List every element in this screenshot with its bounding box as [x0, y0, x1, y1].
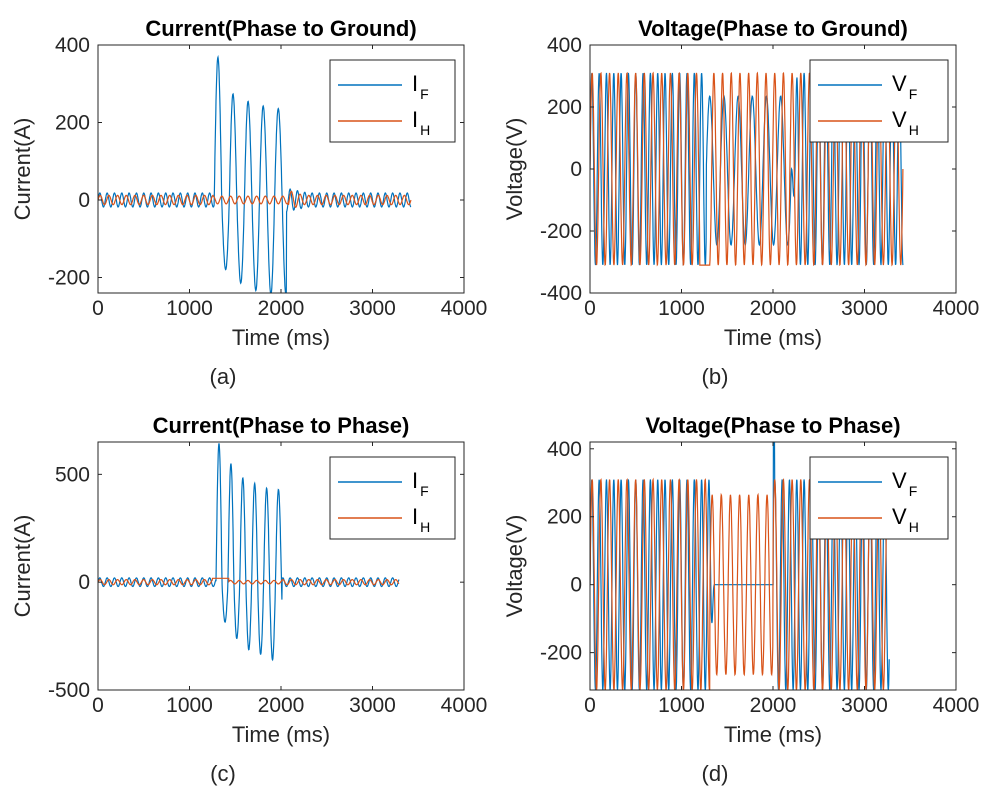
chart-panel-d: 0 1000 2000 3000 4000 -200 0 200 400 Voltage(Phas…	[502, 413, 979, 786]
y-tick-label: -200	[540, 220, 582, 243]
x-tick-label: 2000	[750, 297, 797, 320]
chart-title: Current(Phase to Ground)	[145, 16, 416, 41]
x-tick-label: 4000	[441, 694, 488, 717]
x-tick-label: 4000	[933, 694, 980, 717]
x-tick-label: 3000	[349, 297, 396, 320]
y-axis-label: Current(A)	[10, 118, 35, 221]
y-tick-label: 200	[547, 96, 582, 119]
x-tick-label: 1000	[658, 694, 705, 717]
x-tick-label: 3000	[349, 694, 396, 717]
panel-caption-a: (a)	[210, 364, 237, 389]
y-tick-label: 500	[55, 463, 90, 486]
x-tick-label: 0	[92, 297, 104, 320]
legend: V FV H	[809, 456, 949, 540]
y-axis-label: Voltage(V)	[502, 118, 527, 221]
series-line-if	[98, 443, 400, 662]
y-tick-label: 0	[78, 189, 90, 212]
y-tick-label: 400	[547, 438, 582, 461]
y-tick-label: -200	[540, 642, 582, 665]
x-tick-label: 3000	[841, 297, 888, 320]
y-tick-label: -500	[48, 679, 90, 702]
chart-title: Current(Phase to Phase)	[153, 413, 410, 438]
y-tick-label: 0	[78, 571, 90, 594]
chart-title: Voltage(Phase to Phase)	[645, 413, 900, 438]
x-axis-label: Time (ms)	[232, 722, 330, 747]
legend-box	[329, 59, 456, 143]
x-tick-label: 4000	[933, 297, 980, 320]
x-axis-label: Time (ms)	[724, 722, 822, 747]
series-line-vh	[590, 477, 890, 690]
x-tick-label: 1000	[658, 297, 705, 320]
x-tick-label: 0	[584, 694, 596, 717]
series-line-ih	[98, 190, 412, 208]
series-line-ih	[98, 577, 400, 586]
x-tick-label: 2000	[750, 694, 797, 717]
y-tick-label: -400	[540, 282, 582, 305]
x-tick-label: 4000	[441, 297, 488, 320]
legend-box	[329, 456, 456, 540]
chart-title: Voltage(Phase to Ground)	[638, 16, 908, 41]
series-line-vf	[590, 72, 904, 266]
legend-box	[809, 456, 949, 540]
y-tick-label: -200	[48, 267, 90, 290]
x-axis-label: Time (ms)	[724, 325, 822, 350]
y-tick-label: 400	[55, 34, 90, 57]
series-line-if	[98, 54, 412, 293]
y-tick-label: 200	[547, 506, 582, 529]
y-tick-label: 200	[55, 112, 90, 135]
x-tick-label: 1000	[166, 297, 213, 320]
y-tick-label: 400	[547, 34, 582, 57]
x-tick-label: 0	[92, 694, 104, 717]
x-tick-label: 3000	[841, 694, 888, 717]
legend-box	[809, 59, 949, 143]
chart-panel-b: 0 1000 2000 3000 4000 -400 -200 0 200 400 Voltage(…	[502, 16, 979, 389]
series-line-vh	[590, 71, 904, 267]
panel-caption-d: (d)	[702, 761, 729, 786]
y-tick-label: 0	[570, 574, 582, 597]
x-tick-label: 2000	[258, 297, 305, 320]
x-tick-label: 0	[584, 297, 596, 320]
x-axis-label: Time (ms)	[232, 325, 330, 350]
legend: V FV H	[809, 59, 949, 143]
panel-caption-c: (c)	[210, 761, 236, 786]
y-tick-label: 0	[570, 158, 582, 181]
panel-caption-b: (b)	[702, 364, 729, 389]
x-tick-label: 2000	[258, 694, 305, 717]
legend: I FI H	[329, 59, 456, 143]
y-axis-label: Voltage(V)	[502, 515, 527, 618]
x-tick-label: 1000	[166, 694, 213, 717]
y-axis-label: Current(A)	[10, 515, 35, 618]
chart-panel-a: 0 1000 2000 3000 4000-2000200400Current(Phas…	[10, 16, 487, 389]
legend: I FI H	[329, 456, 456, 540]
